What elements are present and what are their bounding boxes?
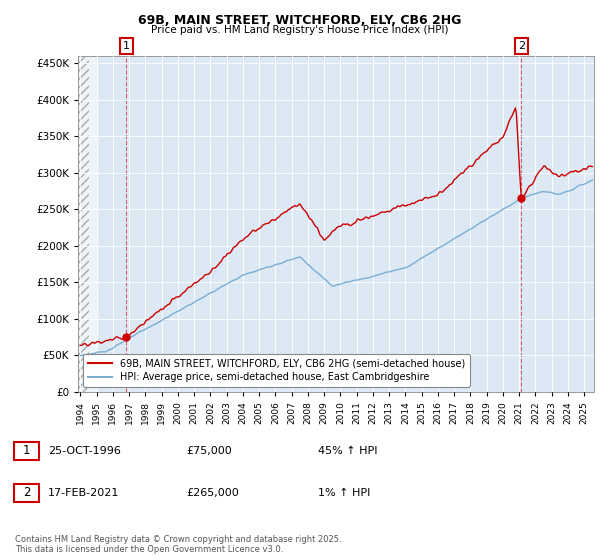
Bar — [73, 56, 97, 392]
Text: Price paid vs. HM Land Registry's House Price Index (HPI): Price paid vs. HM Land Registry's House … — [151, 25, 449, 35]
Text: 2: 2 — [518, 41, 525, 51]
Text: £75,000: £75,000 — [186, 446, 232, 456]
Text: 17-FEB-2021: 17-FEB-2021 — [48, 488, 119, 498]
Text: 69B, MAIN STREET, WITCHFORD, ELY, CB6 2HG: 69B, MAIN STREET, WITCHFORD, ELY, CB6 2H… — [139, 14, 461, 27]
Text: 2: 2 — [23, 486, 30, 500]
Legend: 69B, MAIN STREET, WITCHFORD, ELY, CB6 2HG (semi-detached house), HPI: Average pr: 69B, MAIN STREET, WITCHFORD, ELY, CB6 2H… — [83, 353, 470, 387]
Text: 1: 1 — [23, 444, 30, 458]
Text: 1% ↑ HPI: 1% ↑ HPI — [318, 488, 370, 498]
Text: £265,000: £265,000 — [186, 488, 239, 498]
Text: Contains HM Land Registry data © Crown copyright and database right 2025.
This d: Contains HM Land Registry data © Crown c… — [15, 535, 341, 554]
Text: 1: 1 — [123, 41, 130, 51]
Text: 25-OCT-1996: 25-OCT-1996 — [48, 446, 121, 456]
Text: 45% ↑ HPI: 45% ↑ HPI — [318, 446, 377, 456]
Bar — [73, 56, 89, 392]
